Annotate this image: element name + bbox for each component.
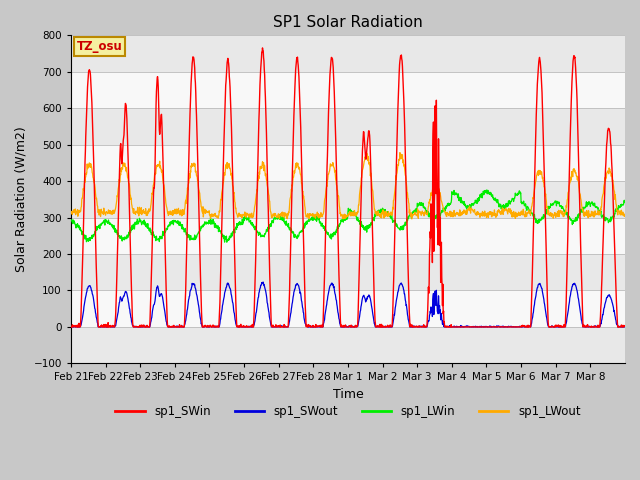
Title: SP1 Solar Radiation: SP1 Solar Radiation	[273, 15, 423, 30]
Y-axis label: Solar Radiation (W/m2): Solar Radiation (W/m2)	[15, 127, 28, 272]
Bar	[71, 108, 625, 144]
Bar	[71, 254, 625, 290]
Bar	[71, 72, 625, 108]
Bar	[71, 36, 625, 72]
Legend: sp1_SWin, sp1_SWout, sp1_LWin, sp1_LWout: sp1_SWin, sp1_SWout, sp1_LWin, sp1_LWout	[111, 401, 586, 423]
Bar	[71, 327, 625, 363]
Bar	[71, 181, 625, 217]
Bar	[71, 144, 625, 181]
Bar	[71, 290, 625, 327]
X-axis label: Time: Time	[333, 388, 364, 401]
Text: TZ_osu: TZ_osu	[77, 40, 122, 53]
Bar	[71, 217, 625, 254]
